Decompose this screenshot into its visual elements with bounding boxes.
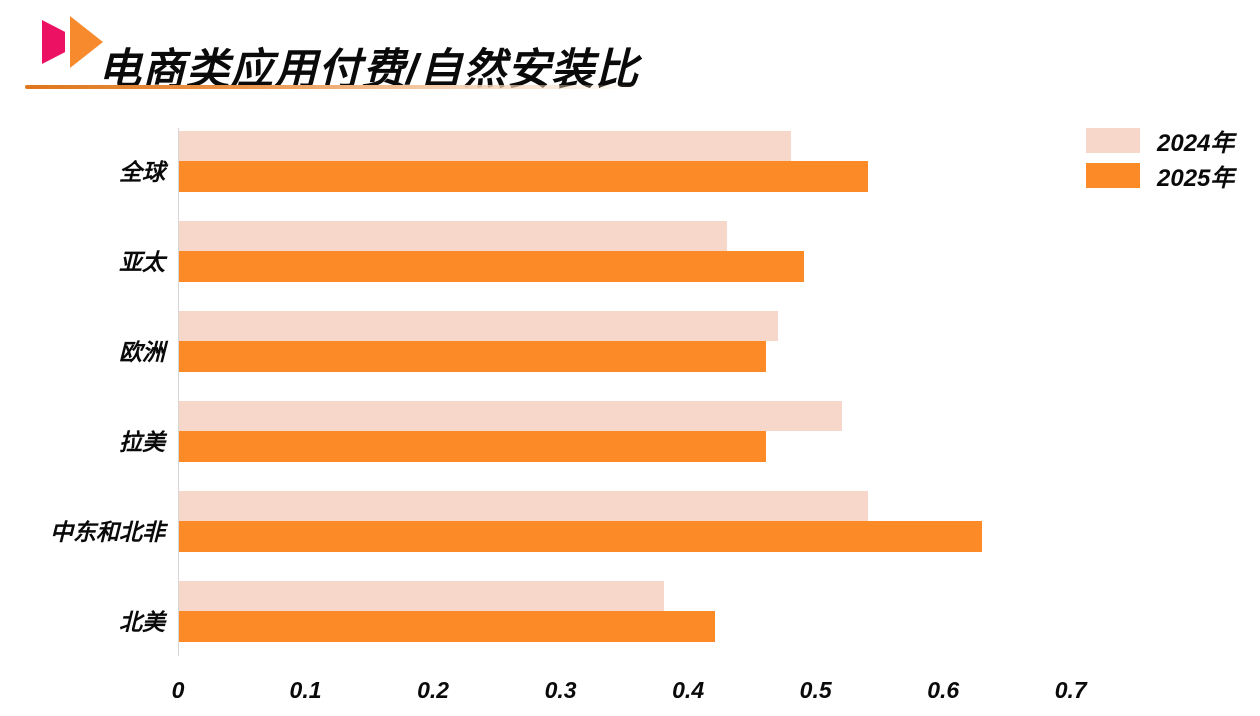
x-tick-label: 0.7 <box>1054 677 1087 703</box>
bar-series-0-cat-5 <box>179 581 664 611</box>
x-tick-label: 0 <box>171 677 185 703</box>
bar-series-1-cat-3 <box>179 431 766 462</box>
category-label: 中东和北非 <box>50 519 165 545</box>
legend-label: 2024年 <box>1157 130 1235 157</box>
bar-group-1: 亚太 <box>119 221 1161 282</box>
category-label: 亚太 <box>119 249 165 275</box>
bar-series-0-cat-2 <box>179 311 779 341</box>
title-divider <box>25 85 640 89</box>
category-label: 欧洲 <box>119 339 165 365</box>
bar-chart: 全球亚太欧洲拉美中东和北非北美 0 0.1 0.2 0.3 0.4 0.5 0.6 0.7 <box>50 128 1161 703</box>
bar-series-1-cat-0 <box>179 161 868 192</box>
chart-legend: 2024年 2025年 <box>1086 128 1234 198</box>
x-tick-label: 0.5 <box>799 677 832 703</box>
legend-swatch-icon <box>1086 163 1140 188</box>
bar-series-1-cat-1 <box>179 251 804 282</box>
x-tick-label: 0.2 <box>417 677 450 703</box>
bar-series-0-cat-0 <box>179 131 792 161</box>
bar-group-4: 中东和北非 <box>50 491 1161 552</box>
bar-series-1-cat-4 <box>179 521 983 552</box>
category-label: 全球 <box>119 159 165 185</box>
legend-swatch-icon <box>1086 128 1140 153</box>
legend-label: 2025年 <box>1157 165 1235 192</box>
x-tick-label: 0.4 <box>672 677 705 703</box>
legend-item-1: 2025年 <box>1086 163 1234 192</box>
category-label: 北美 <box>119 609 165 635</box>
legend-item-0: 2024年 <box>1086 128 1234 157</box>
category-label: 拉美 <box>119 429 165 455</box>
x-tick-label: 0.1 <box>289 677 322 703</box>
y-axis-line <box>178 128 179 656</box>
bar-group-5: 北美 <box>119 581 1161 642</box>
bar-series-1-cat-2 <box>179 341 766 372</box>
x-tick-label: 0.6 <box>927 677 960 703</box>
bar-series-0-cat-3 <box>179 401 843 431</box>
bar-group-2: 欧洲 <box>119 311 1161 372</box>
bar-series-0-cat-4 <box>179 491 868 521</box>
bar-group-3: 拉美 <box>119 401 1161 462</box>
bar-series-0-cat-1 <box>179 221 728 251</box>
logo-magenta-triangle-icon <box>42 20 65 64</box>
bar-group-0: 全球 <box>119 131 1161 192</box>
bar-series-1-cat-5 <box>179 611 715 642</box>
x-tick-label: 0.3 <box>544 677 577 703</box>
double-play-triangle-logo <box>30 16 103 68</box>
